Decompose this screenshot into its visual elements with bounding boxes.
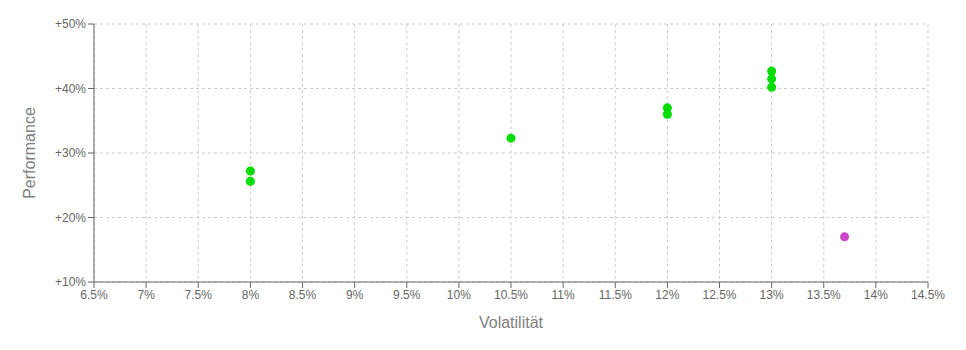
svg-text:6.5%: 6.5% bbox=[80, 288, 108, 302]
svg-text:8%: 8% bbox=[242, 288, 260, 302]
svg-text:13.5%: 13.5% bbox=[807, 288, 841, 302]
svg-text:7.5%: 7.5% bbox=[185, 288, 213, 302]
svg-text:Performance: Performance bbox=[21, 107, 38, 199]
svg-text:10.5%: 10.5% bbox=[494, 288, 528, 302]
svg-text:+40%: +40% bbox=[55, 82, 86, 96]
svg-text:12.5%: 12.5% bbox=[702, 288, 736, 302]
svg-text:+50%: +50% bbox=[55, 17, 86, 31]
svg-text:11%: 11% bbox=[552, 288, 575, 302]
svg-text:11.5%: 11.5% bbox=[599, 288, 632, 302]
svg-text:9.5%: 9.5% bbox=[393, 288, 421, 302]
svg-text:13%: 13% bbox=[760, 288, 784, 302]
svg-text:14.5%: 14.5% bbox=[911, 288, 945, 302]
svg-text:7%: 7% bbox=[137, 288, 155, 302]
svg-text:9%: 9% bbox=[346, 288, 364, 302]
svg-text:10%: 10% bbox=[447, 288, 471, 302]
svg-text:8.5%: 8.5% bbox=[289, 288, 317, 302]
svg-text:12%: 12% bbox=[655, 288, 679, 302]
svg-text:+10%: +10% bbox=[55, 275, 86, 289]
svg-text:Volatilität: Volatilität bbox=[479, 314, 544, 331]
svg-text:+20%: +20% bbox=[55, 211, 86, 225]
svg-text:+30%: +30% bbox=[55, 146, 86, 160]
svg-text:14%: 14% bbox=[864, 288, 888, 302]
